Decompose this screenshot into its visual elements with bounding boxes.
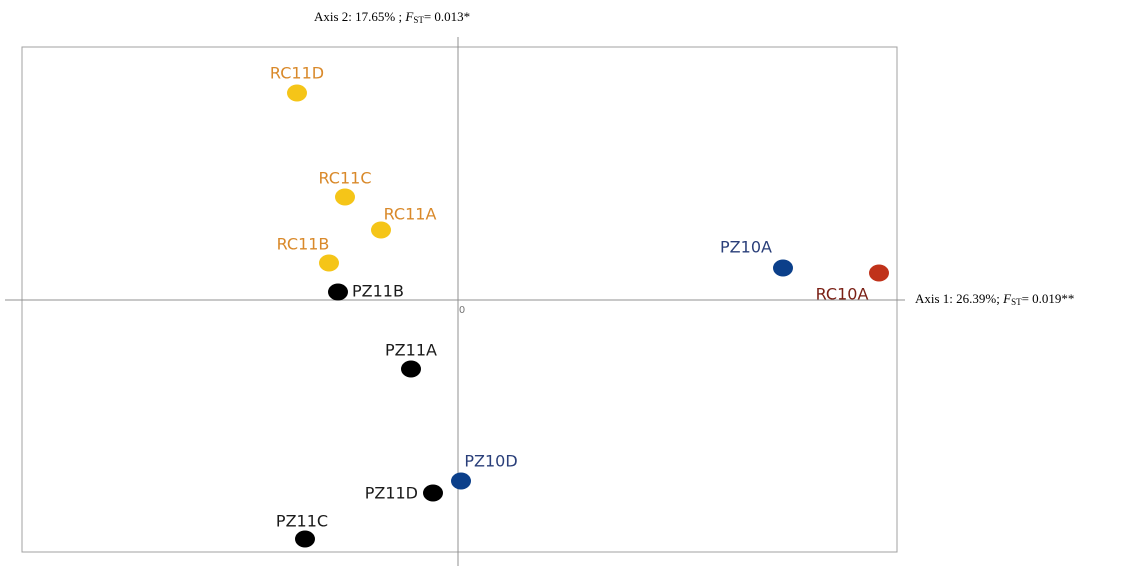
y-title-stat: F [404, 9, 414, 24]
point-label: PZ11C [276, 512, 328, 531]
point [423, 484, 443, 502]
point [451, 472, 471, 490]
point [401, 360, 421, 378]
point [335, 188, 355, 206]
point-label: PZ10A [720, 238, 772, 257]
point [287, 84, 307, 102]
point-label: RC11A [384, 205, 437, 224]
x-title-stat: F [1002, 291, 1012, 306]
x-title-prefix: Axis 1: 26.39%; [915, 291, 1000, 306]
point [371, 221, 391, 239]
point [869, 264, 889, 282]
y-title-prefix: Axis 2: 17.65% ; [314, 9, 402, 24]
y-axis-title: Axis 2: 17.65% ; FST= 0.013* [314, 9, 470, 25]
point [295, 530, 315, 548]
point [319, 254, 339, 272]
point-label: RC10A [816, 285, 869, 304]
x-title-sub: ST [1011, 297, 1022, 307]
point [773, 259, 793, 277]
point-label: RC11B [277, 235, 330, 254]
point-label: PZ11B [352, 282, 404, 301]
origin-label: 0 [459, 305, 465, 316]
point-label: RC11D [270, 64, 324, 83]
point-label: PZ11D [365, 484, 418, 503]
point [328, 283, 348, 301]
point-label: PZ10D [464, 452, 517, 471]
x-title-suffix: = 0.019** [1022, 291, 1075, 306]
x-axis-title: Axis 1: 26.39%; FST= 0.019** [915, 291, 1074, 307]
y-title-sub: ST [413, 15, 424, 25]
y-title-suffix: = 0.013* [424, 9, 470, 24]
point-label: PZ11A [385, 341, 437, 360]
point-label: RC11C [318, 169, 371, 188]
